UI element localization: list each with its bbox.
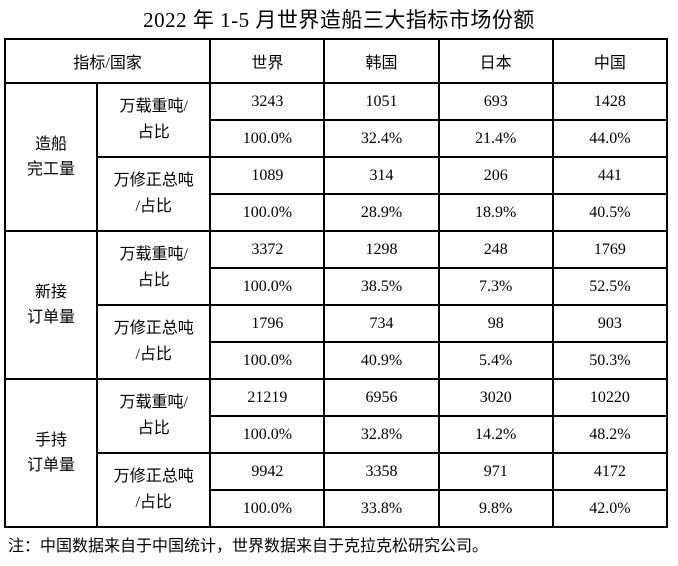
value-cell: 1089	[209, 156, 326, 195]
group-label-new-orders: 新接 订单量	[3, 230, 99, 380]
group-label-orderbook: 手持 订单量	[3, 378, 99, 528]
share-cell: 100.0%	[209, 267, 326, 306]
unit-label-line: 万修正总吨	[113, 172, 194, 189]
table-row: 造船 完工量 万载重吨/ 占比 3243 1051 693 1428	[3, 82, 669, 232]
group-label-line: 造船	[35, 136, 68, 153]
share-cell: 28.9%	[323, 193, 440, 232]
value-cell: 1298	[323, 230, 440, 269]
value-cell: 9942	[209, 452, 326, 491]
share-cell: 32.8%	[323, 415, 440, 454]
unit-label-cgt: 万修正总吨 /占比	[96, 156, 212, 232]
unit-label-line: /占比	[135, 198, 172, 215]
table-row: 100.0% 38.5% 7.3% 52.5%	[5, 267, 669, 306]
column-header-japan: 日本	[437, 38, 554, 84]
table-header-row: 指标/国家 世界 韩国 日本 中国	[3, 38, 669, 84]
unit-label-dwt: 万载重吨/ 占比	[96, 82, 212, 158]
share-cell: 100.0%	[209, 489, 326, 528]
unit-label-cgt: 万修正总吨 /占比	[96, 304, 212, 380]
share-cell: 18.9%	[437, 193, 554, 232]
unit-label-line: /占比	[135, 494, 172, 511]
group-label-line: 新接	[35, 284, 68, 301]
share-cell: 7.3%	[437, 267, 554, 306]
unit-label-line: 万载重吨/	[119, 394, 188, 411]
value-cell: 734	[323, 304, 440, 343]
share-cell: 44.0%	[551, 119, 669, 158]
value-cell: 1428	[551, 82, 669, 121]
unit-label-line: 万修正总吨	[113, 468, 194, 485]
group-label-line: 手持	[35, 432, 68, 449]
value-cell: 4172	[551, 452, 669, 491]
table-row: 手持 订单量 万载重吨/ 占比 21219 6956 3020 10220	[3, 378, 669, 528]
share-cell: 9.8%	[437, 489, 554, 528]
value-cell: 971	[437, 452, 554, 491]
column-header-world: 世界	[209, 38, 326, 84]
unit-label-line: 占比	[137, 420, 170, 437]
share-cell: 21.4%	[437, 119, 554, 158]
value-cell: 1051	[323, 82, 440, 121]
value-cell: 21219	[209, 378, 326, 417]
share-cell: 38.5%	[323, 267, 440, 306]
table-row: 万修正总吨 /占比 1796 734 98 903	[5, 304, 669, 380]
value-cell: 10220	[551, 378, 669, 417]
value-cell: 3020	[437, 378, 554, 417]
unit-label-line: 万载重吨/	[119, 246, 188, 263]
value-cell: 6956	[323, 378, 440, 417]
share-cell: 5.4%	[437, 341, 554, 380]
unit-label-line: 万载重吨/	[119, 98, 188, 115]
table-row: 新接 订单量 万载重吨/ 占比 3372 1298 248 1769	[3, 230, 669, 380]
page-title: 2022 年 1-5 月世界造船三大指标市场份额	[143, 8, 535, 32]
group-label-line: 订单量	[27, 309, 76, 326]
value-cell: 903	[551, 304, 669, 343]
group-label-line: 完工量	[27, 161, 76, 178]
table-row: 万修正总吨 /占比 1089 314 206 441	[5, 156, 669, 232]
source-note: 注：中国数据来自于中国统计，世界数据来自于克拉克松研究公司。	[8, 538, 489, 555]
group-label-line: 订单量	[27, 457, 76, 474]
table-row: 万修正总吨 /占比 9942 3358 971 4172	[5, 452, 669, 528]
unit-label-dwt: 万载重吨/ 占比	[96, 230, 212, 306]
share-cell: 48.2%	[551, 415, 669, 454]
table-row: 100.0% 32.4% 21.4% 44.0%	[5, 119, 669, 158]
share-cell: 52.5%	[551, 267, 669, 306]
share-cell: 42.0%	[551, 489, 669, 528]
value-cell: 248	[437, 230, 554, 269]
value-cell: 3358	[323, 452, 440, 491]
unit-label-line: 占比	[137, 124, 170, 141]
group-label-completions: 造船 完工量	[3, 82, 99, 232]
unit-label-line: 万修正总吨	[113, 320, 194, 337]
share-cell: 14.2%	[437, 415, 554, 454]
value-cell: 1769	[551, 230, 669, 269]
share-cell: 40.5%	[551, 193, 669, 232]
unit-label-line: /占比	[135, 346, 172, 363]
corner-header-cell: 指标/国家	[3, 38, 212, 84]
share-cell: 40.9%	[323, 341, 440, 380]
share-cell: 32.4%	[323, 119, 440, 158]
value-cell: 206	[437, 156, 554, 195]
table-row: 100.0% 40.9% 5.4% 50.3%	[5, 341, 669, 380]
column-header-korea: 韩国	[323, 38, 440, 84]
share-cell: 100.0%	[209, 193, 326, 232]
value-cell: 3243	[209, 82, 326, 121]
column-header-china: 中国	[551, 38, 669, 84]
share-cell: 50.3%	[551, 341, 669, 380]
share-cell: 100.0%	[209, 341, 326, 380]
table-row: 100.0% 32.8% 14.2% 48.2%	[5, 415, 669, 454]
unit-label-dwt: 万载重吨/ 占比	[96, 378, 212, 454]
unit-label-line: 占比	[137, 272, 170, 289]
unit-label-cgt: 万修正总吨 /占比	[96, 452, 212, 528]
value-cell: 314	[323, 156, 440, 195]
table-row: 100.0% 33.8% 9.8% 42.0%	[5, 489, 669, 528]
value-cell: 693	[437, 82, 554, 121]
share-cell: 33.8%	[323, 489, 440, 528]
table-row: 100.0% 28.9% 18.9% 40.5%	[5, 193, 669, 232]
share-cell: 100.0%	[209, 119, 326, 158]
market-share-table: 指标/国家 世界 韩国 日本 中国 造船 完工量 万载重吨/ 占比 3243 1…	[3, 38, 669, 528]
share-cell: 100.0%	[209, 415, 326, 454]
value-cell: 441	[551, 156, 669, 195]
value-cell: 98	[437, 304, 554, 343]
value-cell: 1796	[209, 304, 326, 343]
value-cell: 3372	[209, 230, 326, 269]
